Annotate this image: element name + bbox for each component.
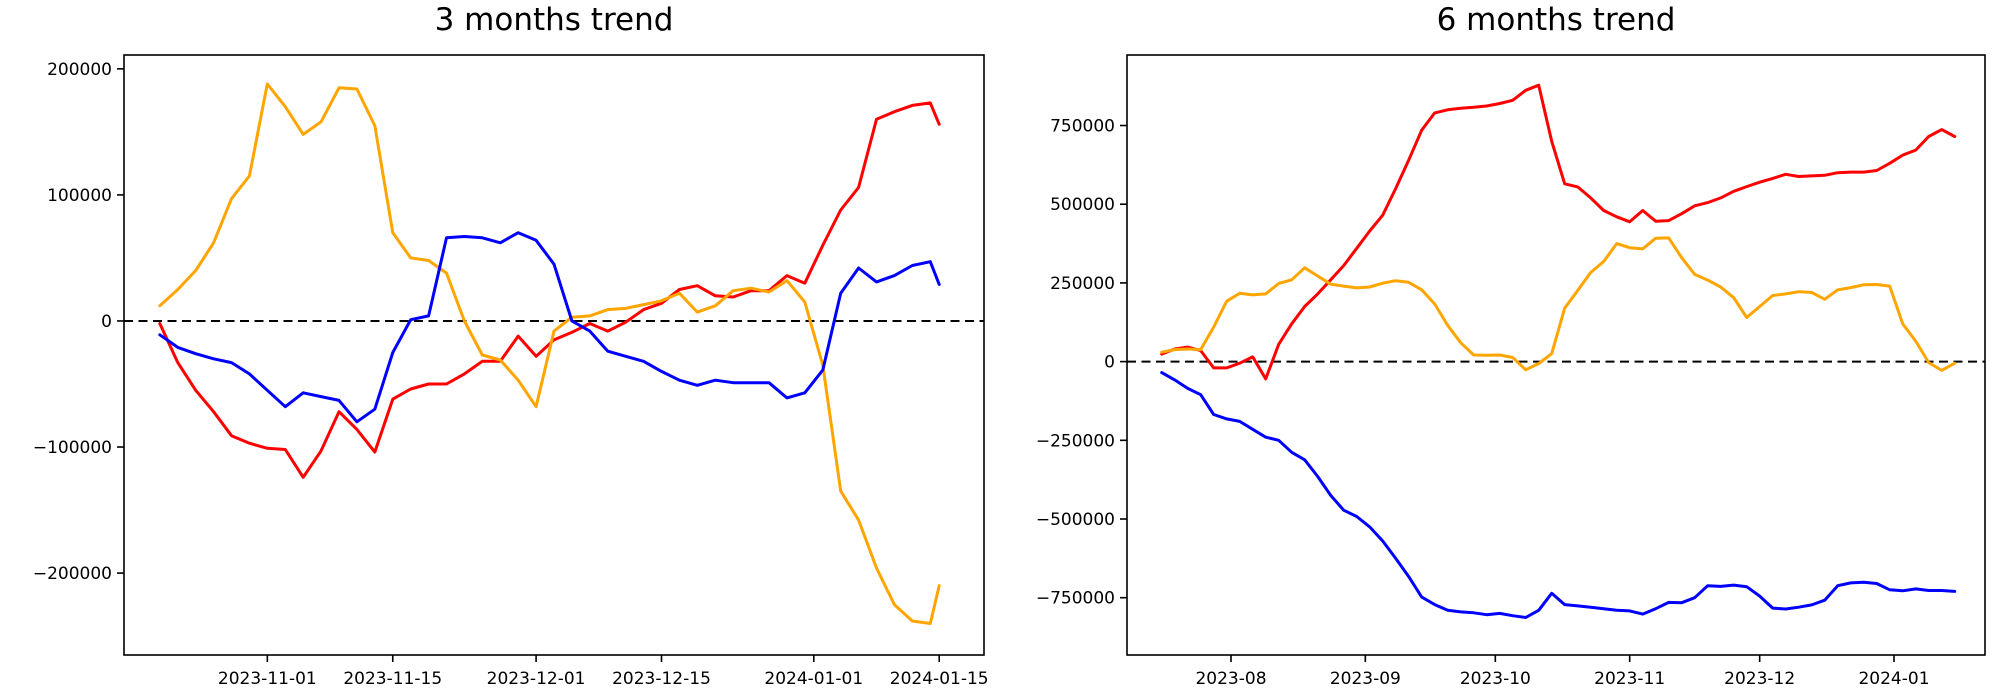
orange-series-line [1160, 236, 1957, 372]
y-tick-label: 0 [1104, 353, 1115, 373]
red-series-line [158, 101, 941, 479]
y-tick-label: 500000 [1050, 195, 1115, 215]
chart-title-6-months: 6 months trend [1436, 2, 1676, 38]
y-tick-label: 100000 [47, 186, 112, 206]
y-tick-label: −200000 [33, 564, 112, 584]
chart-title-3-months: 3 months trend [434, 2, 674, 38]
axes-frame [1126, 54, 1986, 656]
x-tick-label: 2023-09 [1330, 669, 1401, 689]
axes-frame [123, 54, 985, 656]
y-tick-label: 0 [101, 312, 112, 332]
y-tick-label: −250000 [1036, 431, 1115, 451]
y-tick-label: −500000 [1036, 510, 1115, 530]
x-tick-label: 2023-12-15 [612, 669, 711, 689]
x-tick-label: 2024-01 [1858, 669, 1929, 689]
x-tick-label: 2023-11-01 [218, 669, 317, 689]
x-tick-label: 2023-11 [1594, 669, 1665, 689]
blue-series-line [1160, 371, 1957, 619]
orange-series-line [158, 82, 941, 625]
axes-1: 750000 500000 250000 0 −250000 −500000 −750000… [1036, 54, 1986, 689]
red-series-line [1160, 83, 1957, 381]
x-tick-label: 2023-12 [1724, 669, 1795, 689]
x-tick-label: 2023-10 [1460, 669, 1531, 689]
x-tick-label: 2023-11-15 [343, 669, 442, 689]
x-tick-label: 2024-01-01 [764, 669, 863, 689]
x-tick-label: 2023-08 [1195, 669, 1266, 689]
axes-0: 200000 100000 0 −100000 −200000 2023-11-01 202… [33, 54, 989, 689]
y-tick-label: −100000 [33, 438, 112, 458]
y-tick-label: 200000 [47, 60, 112, 80]
y-tick-label: 250000 [1050, 274, 1115, 294]
y-tick-label: 750000 [1050, 117, 1115, 137]
x-tick-label: 2023-12-01 [487, 669, 586, 689]
x-tick-label: 2024-01-15 [890, 669, 989, 689]
y-tick-label: −750000 [1036, 589, 1115, 609]
blue-series-line [158, 231, 941, 424]
